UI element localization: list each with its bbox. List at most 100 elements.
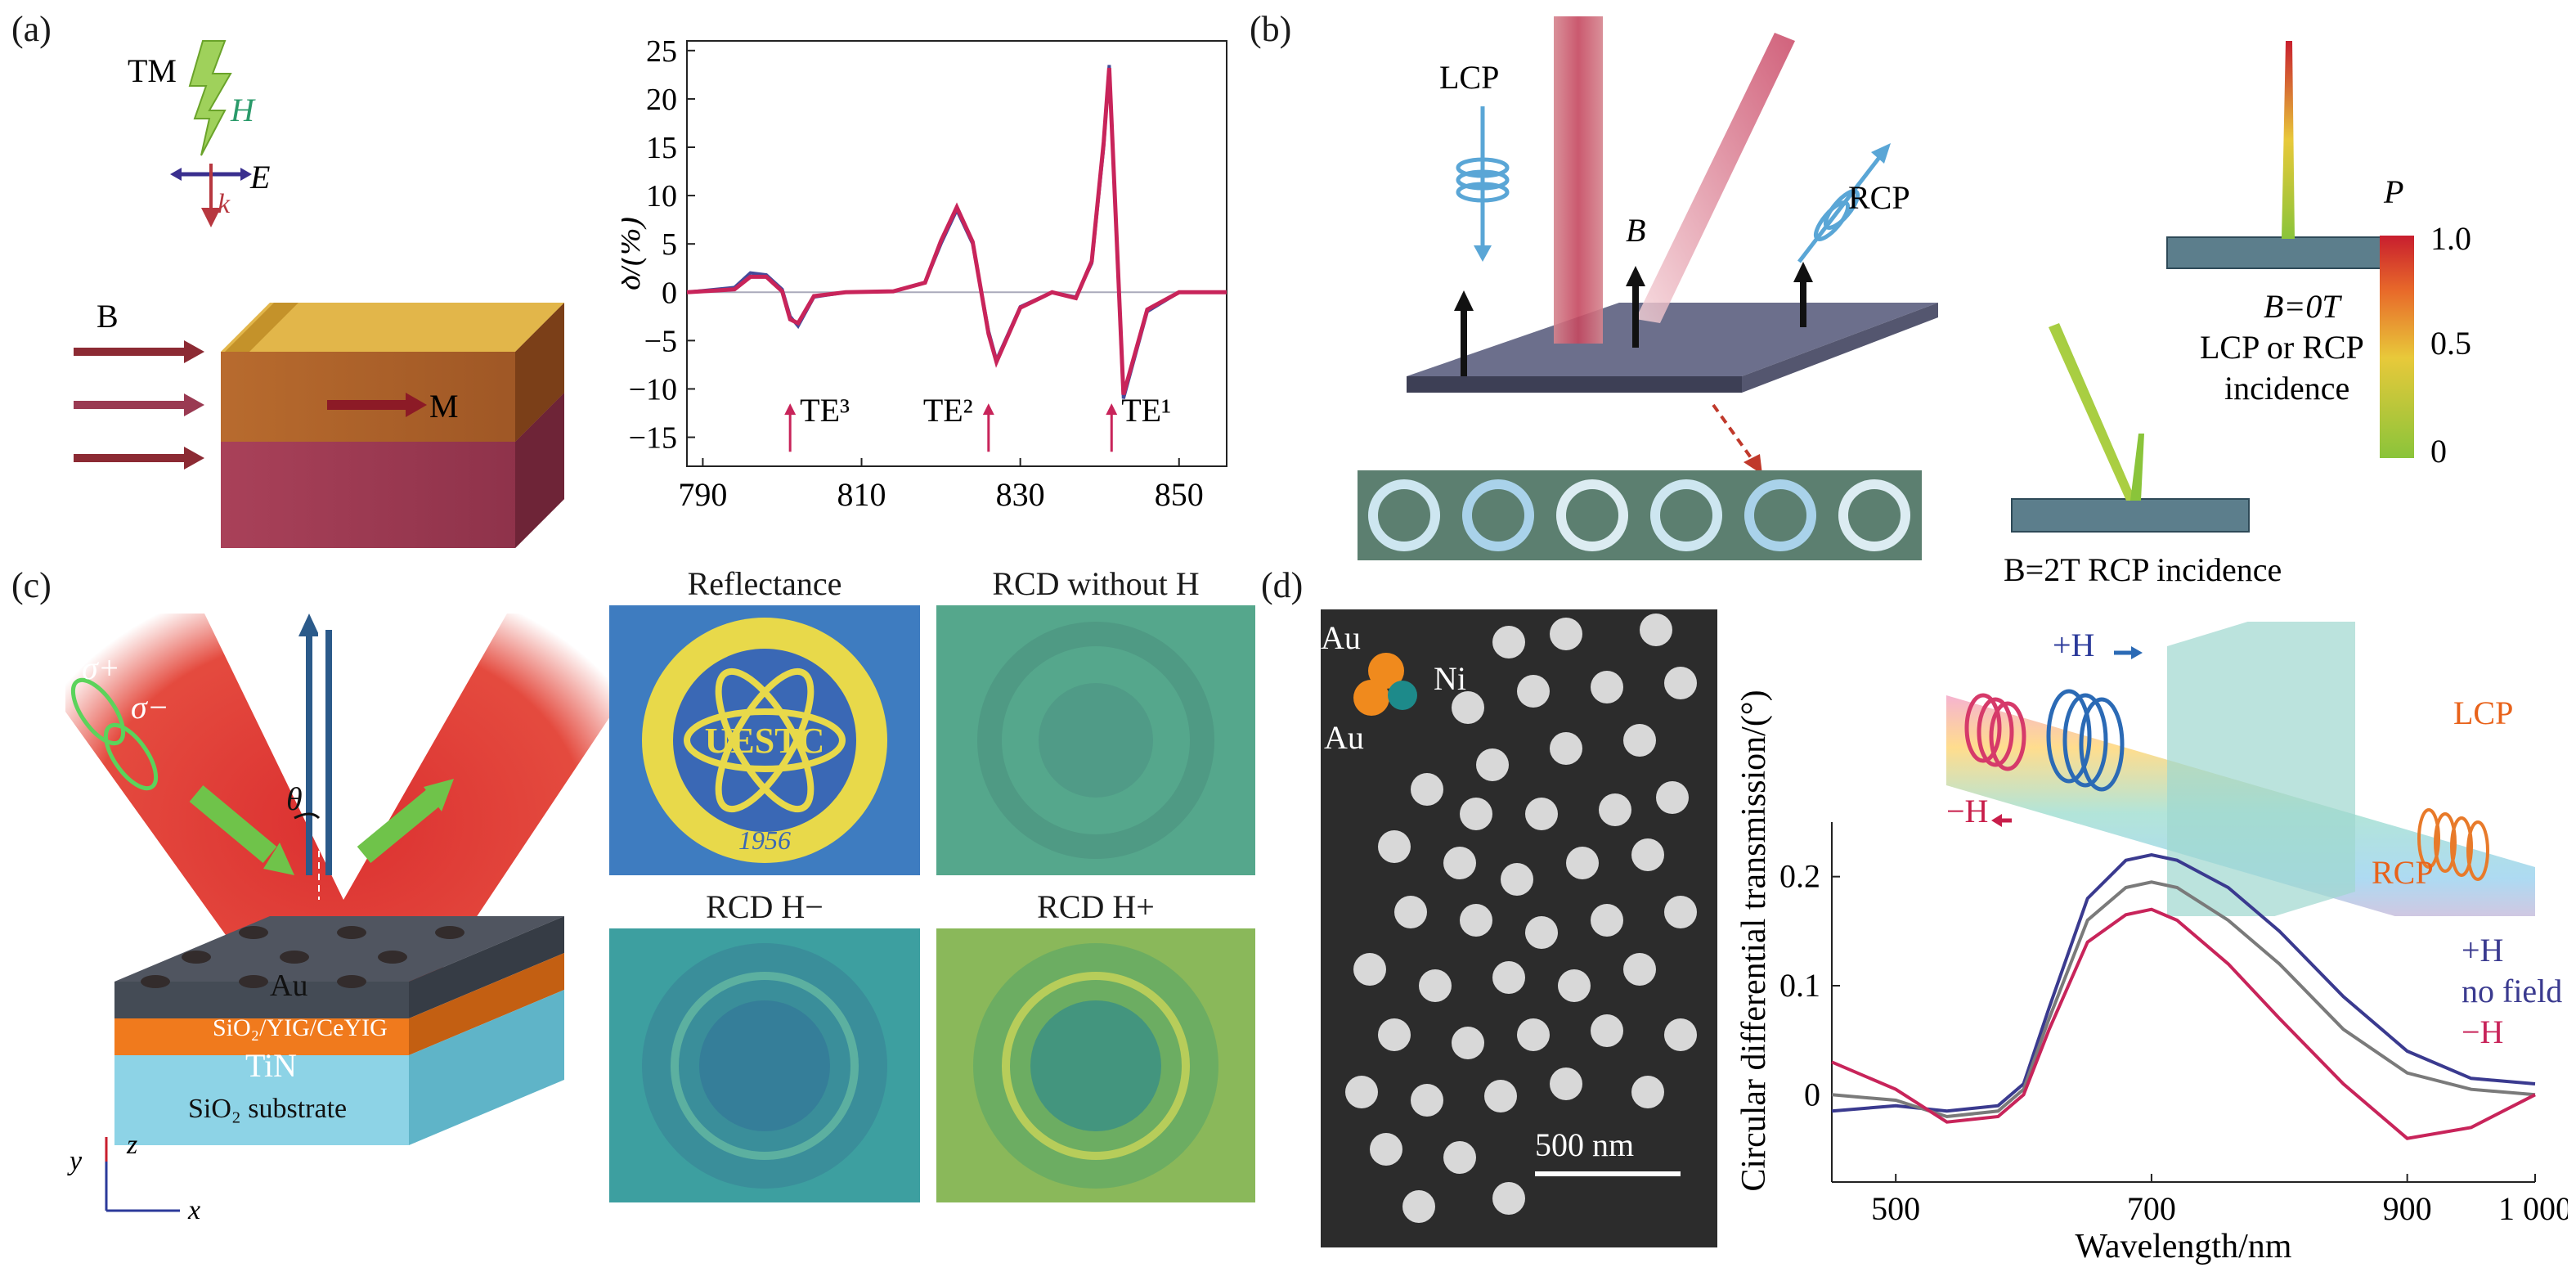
chart-a-ytick-label: 25: [646, 34, 677, 69]
sem-particle: [1370, 1133, 1402, 1166]
sem-particle: [1631, 1076, 1664, 1108]
label-h-plus: H+: [343, 645, 388, 683]
sem-particle: [1550, 732, 1582, 765]
chart-a-ytick-label: 5: [662, 227, 677, 262]
coil-red-icon: [1964, 693, 2026, 771]
sem-particle: [1492, 961, 1525, 994]
sem-particle: [1443, 847, 1476, 879]
sem-particle: [1402, 1190, 1435, 1223]
chart-a-series-line-1: [686, 67, 1227, 396]
coil-orange-icon: [2417, 808, 2489, 881]
polarization-icon: [70, 677, 159, 791]
sem-particle: [1591, 671, 1623, 703]
label-layer: SiO₂/YIG/CeYIG: [213, 1014, 388, 1041]
image-title-rcd-hminus: RCD H−: [706, 888, 824, 925]
sem-particle: [1452, 691, 1484, 724]
chart-a-series-line-0: [686, 65, 1227, 399]
colorbar-tick-min: 0: [2430, 433, 2447, 470]
chart-d-series-line-0: [1831, 852, 2536, 1113]
lcp-coil-icon: [1456, 106, 1510, 249]
label-b0: B=0T: [2264, 288, 2342, 325]
lightning-icon: [188, 40, 232, 156]
chart-d-xlabel: Wavelength/nm: [2076, 1228, 2292, 1265]
panel-b-diagram: B LCP RCP B=0T LCP or RCP incidence B=2T…: [1358, 16, 2471, 588]
axis-x: x: [187, 1195, 200, 1225]
sem-particle: [1378, 830, 1411, 863]
chart-d-legend-2: −H: [2462, 1014, 2503, 1050]
sem-particle: [1664, 896, 1697, 928]
label-e: E: [249, 159, 270, 196]
logo-text: UESTC: [705, 721, 825, 761]
grating-ridges: [225, 303, 298, 352]
label-tin: TiN: [245, 1047, 297, 1084]
chart-a-ytick-label: −10: [629, 372, 677, 407]
chart-d-xtick-label: 500: [1871, 1190, 1920, 1227]
chart-d-series-line-2: [1831, 907, 2536, 1140]
panel-a-diagram: TM H E k B M: [74, 40, 564, 548]
chart-d-xtick-label: 700: [2127, 1190, 2176, 1227]
chart-a-ytick-label: 10: [646, 179, 677, 213]
sem-particle: [1591, 1014, 1623, 1047]
label-m: M: [429, 388, 459, 425]
image-rcd-hplus: [936, 928, 1255, 1202]
sem-particle: [1492, 626, 1525, 658]
label-plus-h: +H: [2053, 627, 2094, 663]
hole-array: [141, 926, 464, 988]
label-state-off-1: LCP or RCP: [2200, 329, 2364, 366]
label-tm: TM: [128, 52, 177, 89]
image-rcd-noh: [936, 605, 1255, 875]
rcp-coil-icon: [1797, 154, 1883, 263]
sem-particle: [1631, 838, 1664, 871]
ring-array: [1368, 479, 1910, 551]
chart-d-xtick-label: 1 000: [2498, 1190, 2568, 1227]
chart-d-legend-0: +H: [2462, 932, 2503, 969]
colorbar-title: P: [2383, 173, 2403, 210]
panel-label-d: (d): [1261, 565, 1304, 605]
chart-a-xtick-label: 850: [1155, 476, 1204, 513]
label-au-1: Au: [1321, 619, 1361, 656]
sem-particle: [1411, 773, 1443, 806]
sem-particle: [1664, 1018, 1697, 1051]
sem-particle: [1411, 1084, 1443, 1117]
chart-a-mode-arrowhead: [982, 403, 994, 416]
sem-particle: [1525, 798, 1558, 830]
image-title-rcd-hplus: RCD H+: [1037, 888, 1155, 925]
chart-a-xtick-label: 790: [678, 476, 727, 513]
sem-particle: [1591, 904, 1623, 937]
sem-particle: [1599, 793, 1631, 826]
sem-particle: [1492, 1182, 1525, 1215]
label-rcp-d: RCP: [2372, 854, 2434, 891]
label-substrate: SiO₂ substrate: [188, 1094, 347, 1124]
label-h: H: [230, 92, 256, 128]
chart-a-xtick-label: 810: [837, 476, 886, 513]
sem-particle: [1517, 1018, 1550, 1051]
chart-d-series-line-1: [1831, 880, 2536, 1119]
sem-particle: [1484, 1080, 1517, 1112]
label-au-2: Au: [1324, 719, 1364, 756]
sem-particle: [1460, 798, 1492, 830]
chart-a-mode-label: TE¹: [1121, 392, 1171, 429]
axis-z: z: [126, 1130, 137, 1160]
sem-particle: [1452, 1027, 1484, 1059]
label-theta: θ: [286, 780, 303, 817]
label-minus-h: −H: [1946, 793, 1988, 829]
panel-d-chart: 0.2 0.1 0 500 700 900 1 000 Wavelength/nm Circul…: [1735, 690, 2568, 1265]
panel-label-c: (c): [11, 565, 52, 605]
label-b: B: [96, 298, 119, 335]
sem-particle: [1378, 1018, 1411, 1051]
chart-d-xtick-label: 900: [2383, 1190, 2432, 1227]
image-title-reflectance: Reflectance: [687, 565, 842, 602]
sem-particle: [1419, 969, 1452, 1002]
label-lcp-d: LCP: [2453, 694, 2513, 731]
chart-a-xtick-label: 830: [996, 476, 1045, 513]
sem-particle: [1550, 618, 1582, 650]
sem-particle: [1656, 781, 1689, 814]
sem-particle: [1550, 1067, 1582, 1100]
label-ni: Ni: [1434, 660, 1466, 697]
image-rcd-hminus: [609, 928, 920, 1202]
colorbar-tick-max: 1.0: [2430, 220, 2471, 257]
chart-a-frame: [686, 40, 1227, 467]
image-reflectance: UESTC 1956: [609, 605, 920, 875]
sem-particle: [1558, 969, 1591, 1002]
logo-year: 1956: [738, 825, 791, 855]
